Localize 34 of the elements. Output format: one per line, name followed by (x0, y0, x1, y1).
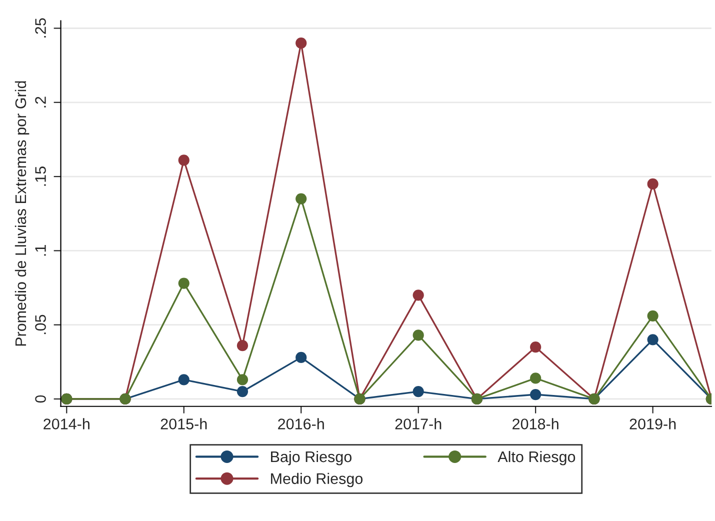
point (647, 310, 658, 322)
point (178, 278, 190, 289)
legend-label: Bajo Riesgo (271, 450, 352, 466)
x-tick-label: 2016-h (278, 418, 324, 430)
point (530, 388, 542, 400)
point (178, 374, 190, 386)
point (236, 386, 248, 398)
y-tick-label: 0 (35, 395, 46, 403)
y-tick-label: .2 (35, 96, 46, 108)
point (236, 374, 248, 386)
point (647, 178, 658, 190)
point (296, 38, 307, 49)
point (412, 386, 424, 398)
y-tick-label: .25 (35, 18, 46, 38)
x-tick-label: 2015-h (160, 418, 207, 430)
y-tick-label: .15 (35, 166, 46, 186)
x-tick-label: 2018-h (512, 418, 558, 430)
point (178, 154, 190, 166)
legend-label: Alto Riesgo (498, 450, 576, 466)
point (647, 334, 658, 346)
point (296, 193, 307, 204)
y-tick-label: .05 (35, 314, 46, 334)
point (296, 352, 307, 363)
x-tick-label: 2017-h (395, 418, 442, 430)
x-tick-label: 2019-h (630, 418, 676, 430)
x-tick-label: 2014-h (44, 418, 90, 430)
point (530, 342, 542, 353)
point (412, 330, 424, 341)
y-tick-label: .1 (35, 245, 46, 256)
y-axis-title: Promedio de Lluvias Extremas por Grid (14, 81, 30, 346)
point (412, 290, 424, 301)
point (530, 372, 542, 384)
legend-label: Medio Riesgo (271, 472, 363, 488)
point (236, 340, 248, 352)
